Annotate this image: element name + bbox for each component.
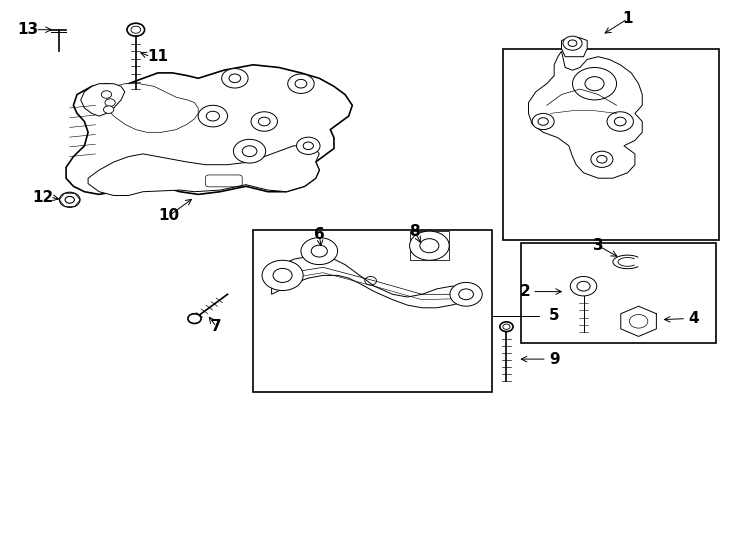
Bar xyxy=(253,230,492,392)
Circle shape xyxy=(105,99,115,106)
Text: 11: 11 xyxy=(148,49,168,64)
Circle shape xyxy=(500,322,513,332)
Text: 9: 9 xyxy=(549,352,559,367)
Circle shape xyxy=(301,238,338,265)
Polygon shape xyxy=(103,84,198,132)
Text: 2: 2 xyxy=(520,284,530,299)
Bar xyxy=(521,243,716,343)
Circle shape xyxy=(563,36,582,50)
Circle shape xyxy=(233,139,266,163)
Circle shape xyxy=(251,112,277,131)
Text: 6: 6 xyxy=(314,227,324,242)
Text: 13: 13 xyxy=(18,22,38,37)
Circle shape xyxy=(59,192,80,207)
Circle shape xyxy=(188,314,201,323)
Circle shape xyxy=(532,113,554,130)
Text: 4: 4 xyxy=(688,311,699,326)
Text: 8: 8 xyxy=(410,224,420,239)
Circle shape xyxy=(450,282,482,306)
Circle shape xyxy=(410,231,449,260)
Text: 3: 3 xyxy=(593,238,603,253)
Polygon shape xyxy=(562,38,587,57)
Circle shape xyxy=(127,23,145,36)
Circle shape xyxy=(570,276,597,296)
Circle shape xyxy=(573,68,617,100)
Circle shape xyxy=(198,105,228,127)
Bar xyxy=(503,49,719,240)
Circle shape xyxy=(262,260,303,291)
Text: 1: 1 xyxy=(622,11,633,26)
Circle shape xyxy=(101,91,112,98)
Circle shape xyxy=(103,106,114,113)
Circle shape xyxy=(222,69,248,88)
Text: 12: 12 xyxy=(32,190,53,205)
Polygon shape xyxy=(81,84,125,116)
Polygon shape xyxy=(528,51,642,178)
Bar xyxy=(410,231,449,260)
Polygon shape xyxy=(88,146,319,195)
Circle shape xyxy=(297,137,320,154)
Circle shape xyxy=(591,151,613,167)
Text: 5: 5 xyxy=(549,308,559,323)
Text: 7: 7 xyxy=(211,319,222,334)
Text: 10: 10 xyxy=(159,208,179,224)
Circle shape xyxy=(607,112,633,131)
Circle shape xyxy=(288,74,314,93)
Polygon shape xyxy=(272,256,473,308)
Polygon shape xyxy=(66,65,352,194)
